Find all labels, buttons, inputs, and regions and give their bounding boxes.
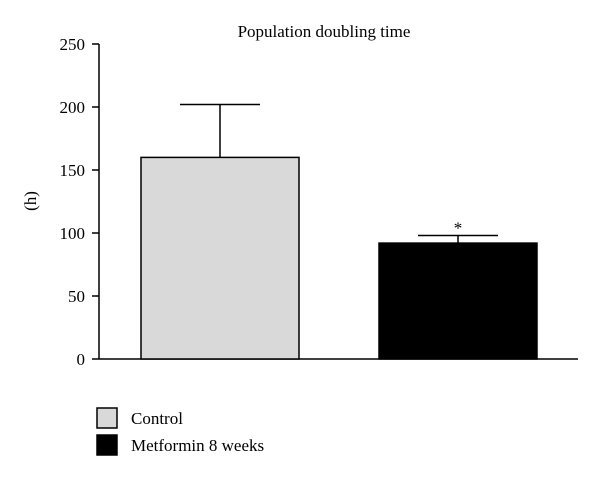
legend-swatch-metformin [96,434,118,456]
legend: Control Metformin 8 weeks [96,407,264,456]
legend-swatch-control [96,407,118,429]
significance-marker: * [454,219,463,238]
y-tick-label: 250 [60,35,86,54]
bar-1 [140,156,300,360]
y-tick-label: 0 [77,350,86,369]
bar-2 [378,242,538,360]
chart-title: Population doubling time [238,22,411,41]
y-tick-label: 100 [60,224,86,243]
y-tick-label: 50 [68,287,85,306]
y-axis-label: (h) [21,191,40,211]
y-tick-label: 200 [60,98,86,117]
y-tick-label: 150 [60,161,86,180]
legend-label-metformin: Metformin 8 weeks [131,436,264,455]
bars [140,156,538,360]
legend-label-control: Control [131,409,183,428]
y-ticks: 0 50 100 150 200 250 [60,35,99,369]
annotations: * [454,219,463,238]
error-bars [180,103,498,244]
